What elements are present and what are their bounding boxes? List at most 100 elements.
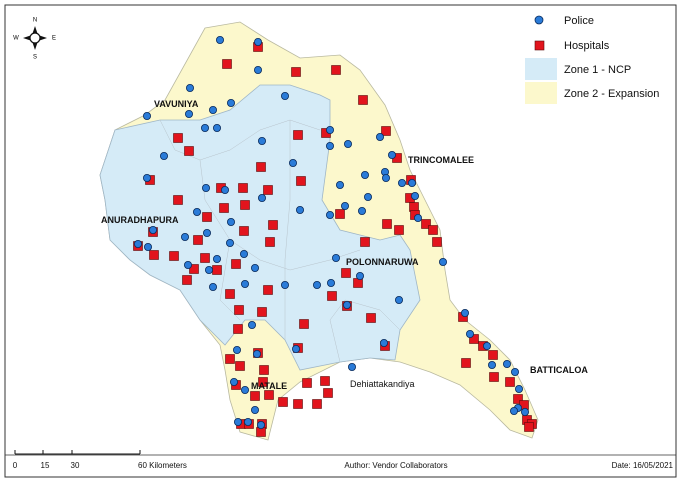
police-marker <box>360 170 369 179</box>
hospital-marker <box>233 324 243 334</box>
hospital-marker <box>173 195 183 205</box>
hospital-marker <box>278 397 288 407</box>
hospital-marker <box>263 285 273 295</box>
hospital-marker <box>264 390 274 400</box>
police-marker <box>482 341 491 350</box>
police-marker <box>335 180 344 189</box>
police-marker <box>291 344 300 353</box>
hospital-marker <box>258 377 268 387</box>
scale-bar: 0 15 30 60 Kilometers <box>13 450 187 470</box>
district-lines <box>159 119 401 363</box>
police-marker <box>347 362 356 371</box>
compass-letter: N <box>33 18 37 24</box>
hospital-marker <box>200 253 210 263</box>
hospital-marker <box>302 378 312 388</box>
zone-1 <box>99 84 421 371</box>
police-marker <box>180 232 189 241</box>
hospital-marker <box>291 67 301 77</box>
police-marker <box>252 349 261 358</box>
hospital-marker <box>184 146 194 156</box>
police-marker <box>363 192 372 201</box>
police-marker <box>208 282 217 291</box>
hospital-marker <box>360 237 370 247</box>
compass-ring <box>29 32 41 44</box>
hospital-marker <box>225 289 235 299</box>
hospital-marker <box>212 265 222 275</box>
hospital-marker <box>469 334 479 344</box>
police-marker <box>375 132 384 141</box>
place-label: BATTICALOA <box>530 365 588 375</box>
hospital-marker <box>327 291 337 301</box>
hospital-marker <box>358 95 368 105</box>
police-marker <box>397 178 406 187</box>
police-marker <box>208 106 217 115</box>
scale-label: 30 <box>71 461 80 470</box>
hospital-marker <box>335 209 345 219</box>
police-marker <box>183 260 192 269</box>
hospital-marker <box>268 220 278 230</box>
date: Date: 16/05/2021 <box>612 461 674 470</box>
hospital-marker <box>265 237 275 247</box>
hospital-marker <box>202 212 212 222</box>
police-marker <box>515 384 524 393</box>
police-marker <box>355 271 364 280</box>
hospital-marker <box>256 162 266 172</box>
police-marker <box>220 185 229 194</box>
legend-police-symbol <box>534 15 544 25</box>
hospital-marker <box>293 130 303 140</box>
compass-letter: S <box>33 55 37 61</box>
police-marker <box>201 183 210 192</box>
police-marker <box>342 300 351 309</box>
police-marker <box>295 205 304 214</box>
place-label: Dehiattakandiya <box>350 379 415 389</box>
police-marker <box>379 338 388 347</box>
hospital-marker <box>239 226 249 236</box>
hospital-marker <box>505 377 515 387</box>
police-marker <box>226 217 235 226</box>
legend-label: Hospitals <box>564 40 610 52</box>
police-marker <box>509 406 518 415</box>
zones <box>99 21 539 441</box>
police-marker <box>343 139 352 148</box>
hospital-marker <box>189 264 199 274</box>
police-marker <box>192 207 201 216</box>
police-marker <box>387 150 396 159</box>
compass: N S E W <box>13 18 56 61</box>
police-marker <box>326 278 335 287</box>
police-marker <box>357 206 366 215</box>
police-marker <box>253 66 262 75</box>
boundary <box>199 159 361 271</box>
police-marker <box>257 136 266 145</box>
police-marker <box>250 263 259 272</box>
hospital-marker <box>353 278 363 288</box>
hospital-marker <box>381 126 391 136</box>
place-labels: VAVUNIYA TRINCOMALEE ANURADHAPURA POLONN… <box>101 99 588 391</box>
police-marker <box>133 239 142 248</box>
police-marker <box>232 345 241 354</box>
scale-label: 15 <box>41 461 50 470</box>
police-marker <box>142 112 151 121</box>
legend-label: Zone 1 - NCP <box>564 64 631 76</box>
hospital-marker <box>293 399 303 409</box>
hospital-marker <box>296 176 306 186</box>
boundary <box>329 299 401 363</box>
hospital-marker <box>394 225 404 235</box>
hospital-marker <box>169 251 179 261</box>
hospital-marker <box>193 235 203 245</box>
hospital-marker <box>250 391 260 401</box>
hospital-marker <box>421 219 431 229</box>
hospital-marker <box>235 361 245 371</box>
markers <box>133 36 537 437</box>
police-marker <box>239 249 248 258</box>
legend-zone1-swatch <box>525 58 557 80</box>
police-marker <box>288 158 297 167</box>
place-label: ANURADHAPURA <box>101 215 179 225</box>
police-marker <box>148 225 157 234</box>
place-label: POLONNARUWA <box>346 257 419 267</box>
police-marker <box>143 242 152 251</box>
police-marker <box>229 377 238 386</box>
police-marker <box>325 126 334 135</box>
police-marker <box>510 367 519 376</box>
police-marker <box>413 213 422 222</box>
